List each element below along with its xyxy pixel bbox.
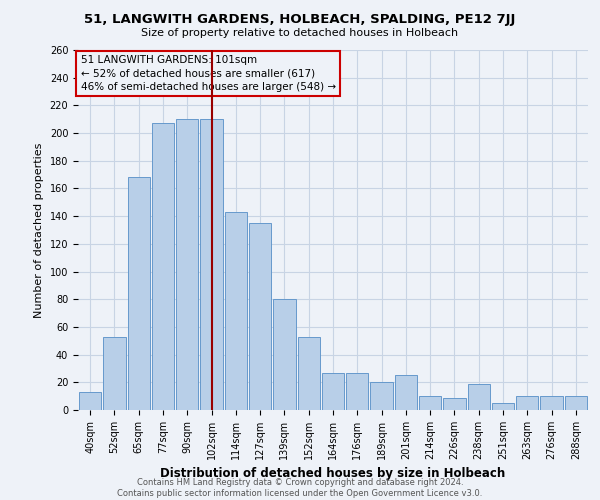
- Text: Size of property relative to detached houses in Holbeach: Size of property relative to detached ho…: [142, 28, 458, 38]
- Bar: [443, 398, 466, 410]
- Bar: [152, 124, 174, 410]
- Text: 51 LANGWITH GARDENS: 101sqm
← 52% of detached houses are smaller (617)
46% of se: 51 LANGWITH GARDENS: 101sqm ← 52% of det…: [80, 56, 335, 92]
- Bar: [128, 178, 150, 410]
- Bar: [370, 382, 393, 410]
- X-axis label: Distribution of detached houses by size in Holbeach: Distribution of detached houses by size …: [160, 468, 506, 480]
- Bar: [346, 372, 368, 410]
- Bar: [467, 384, 490, 410]
- Bar: [516, 396, 538, 410]
- Bar: [273, 299, 296, 410]
- Y-axis label: Number of detached properties: Number of detached properties: [34, 142, 44, 318]
- Bar: [103, 336, 125, 410]
- Bar: [419, 396, 442, 410]
- Bar: [395, 376, 417, 410]
- Bar: [200, 119, 223, 410]
- Bar: [224, 212, 247, 410]
- Text: Contains HM Land Registry data © Crown copyright and database right 2024.
Contai: Contains HM Land Registry data © Crown c…: [118, 478, 482, 498]
- Bar: [565, 396, 587, 410]
- Bar: [79, 392, 101, 410]
- Bar: [541, 396, 563, 410]
- Bar: [492, 403, 514, 410]
- Bar: [176, 119, 199, 410]
- Text: 51, LANGWITH GARDENS, HOLBEACH, SPALDING, PE12 7JJ: 51, LANGWITH GARDENS, HOLBEACH, SPALDING…: [85, 12, 515, 26]
- Bar: [249, 223, 271, 410]
- Bar: [298, 336, 320, 410]
- Bar: [322, 372, 344, 410]
